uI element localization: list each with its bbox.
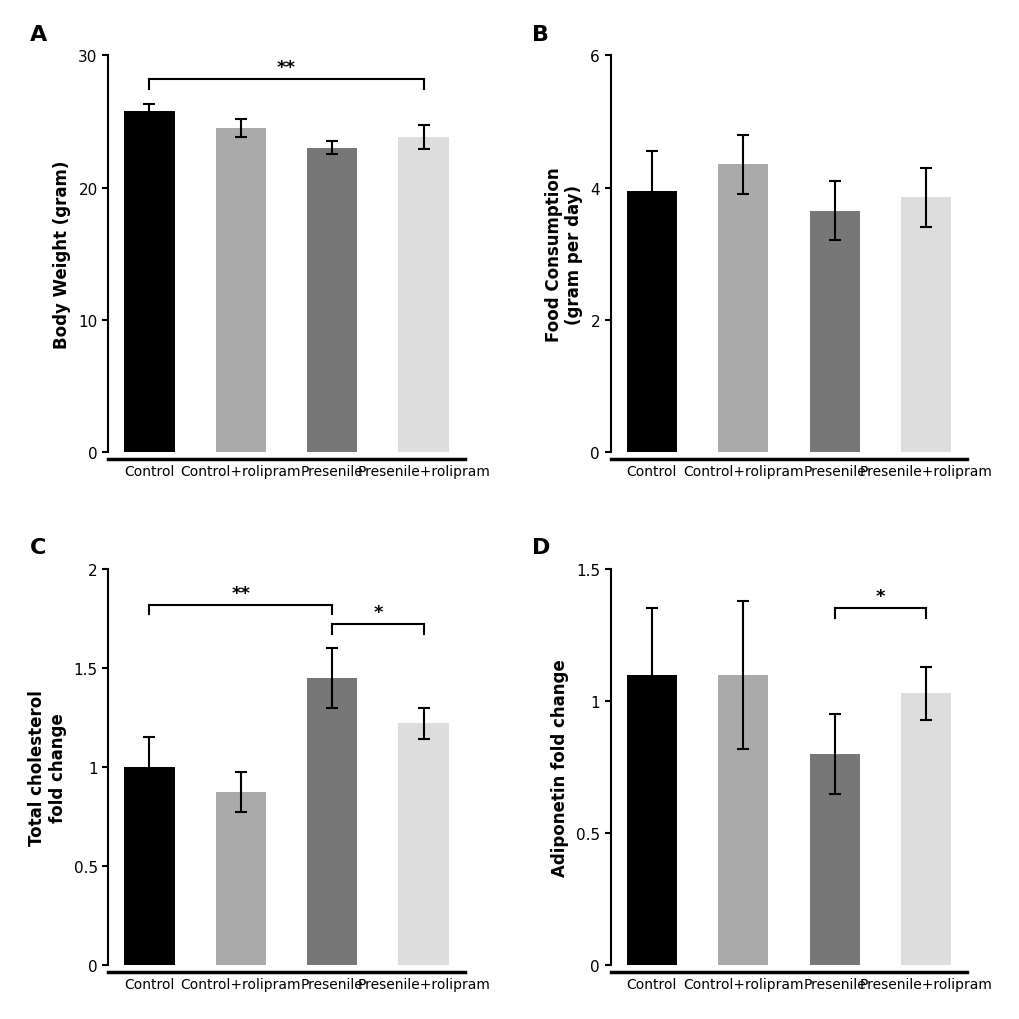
- Text: **: **: [231, 584, 250, 602]
- Bar: [809, 212, 859, 452]
- Bar: [900, 693, 951, 965]
- Y-axis label: Adiponetin fold change: Adiponetin fold change: [550, 658, 569, 876]
- Bar: [398, 139, 448, 452]
- Y-axis label: Food Consumption
(gram per day): Food Consumption (gram per day): [544, 167, 583, 341]
- Bar: [717, 675, 767, 965]
- Bar: [215, 792, 266, 965]
- Text: A: A: [30, 24, 47, 45]
- Bar: [215, 129, 266, 452]
- Bar: [809, 754, 859, 965]
- Bar: [626, 675, 677, 965]
- Text: B: B: [532, 24, 548, 45]
- Text: **: **: [277, 59, 296, 77]
- Bar: [307, 679, 357, 965]
- Bar: [626, 192, 677, 452]
- Text: C: C: [30, 538, 46, 557]
- Bar: [124, 112, 174, 452]
- Bar: [124, 767, 174, 965]
- Bar: [398, 723, 448, 965]
- Text: D: D: [532, 538, 550, 557]
- Y-axis label: Body Weight (gram): Body Weight (gram): [53, 160, 71, 348]
- Text: *: *: [874, 588, 884, 606]
- Y-axis label: Total cholesterol
fold change: Total cholesterol fold change: [28, 690, 66, 845]
- Text: *: *: [373, 604, 382, 622]
- Bar: [900, 199, 951, 452]
- Bar: [307, 149, 357, 452]
- Bar: [717, 165, 767, 452]
